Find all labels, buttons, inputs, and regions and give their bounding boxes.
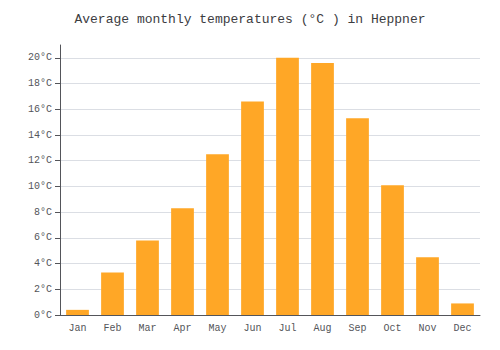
svg-text:16°C: 16°C (28, 104, 52, 115)
svg-text:12°C: 12°C (28, 155, 52, 166)
svg-text:2°C: 2°C (34, 284, 52, 295)
svg-text:Aug: Aug (313, 323, 331, 334)
svg-text:Feb: Feb (103, 323, 121, 334)
svg-text:Jun: Jun (243, 323, 261, 334)
svg-text:0°C: 0°C (34, 310, 52, 321)
svg-text:10°C: 10°C (28, 181, 52, 192)
svg-text:18°C: 18°C (28, 78, 52, 89)
svg-text:6°C: 6°C (34, 232, 52, 243)
svg-text:May: May (208, 323, 226, 334)
svg-text:20°C: 20°C (28, 52, 52, 63)
svg-text:Jan: Jan (68, 323, 86, 334)
svg-text:Nov: Nov (418, 323, 436, 334)
svg-text:Dec: Dec (453, 323, 471, 334)
svg-text:Mar: Mar (138, 323, 156, 334)
svg-text:14°C: 14°C (28, 130, 52, 141)
svg-text:Sep: Sep (348, 323, 366, 334)
svg-text:Apr: Apr (173, 323, 191, 334)
svg-text:Average monthly temperatures (: Average monthly temperatures (°C ) in He… (74, 12, 425, 27)
svg-text:4°C: 4°C (34, 258, 52, 269)
svg-text:8°C: 8°C (34, 207, 52, 218)
svg-text:Jul: Jul (278, 323, 296, 334)
svg-text:Oct: Oct (383, 323, 401, 334)
